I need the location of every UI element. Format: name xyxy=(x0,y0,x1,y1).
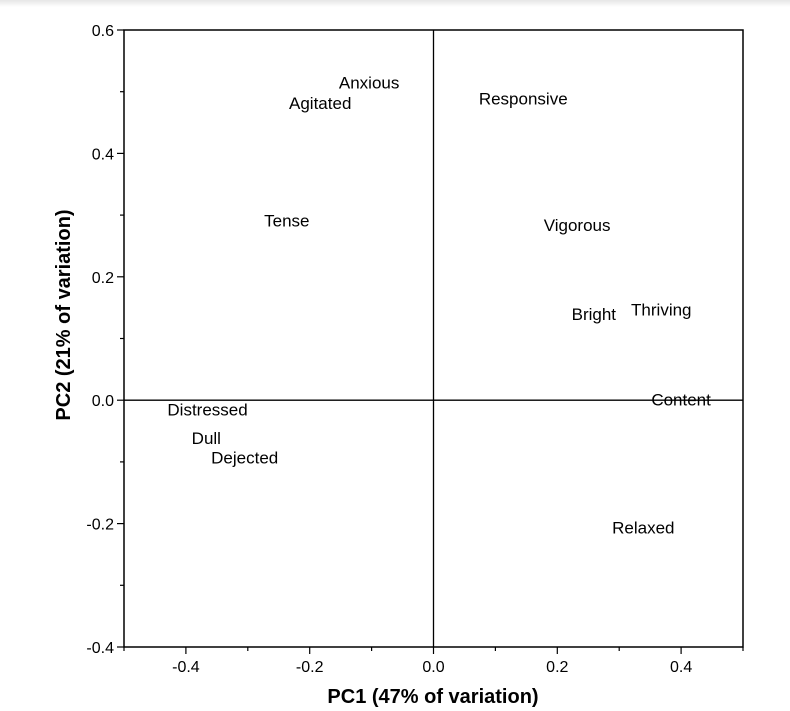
y-tick-label: 0.2 xyxy=(92,270,114,287)
y-tick-label: -0.2 xyxy=(86,517,114,534)
point-label-anxious: Anxious xyxy=(339,73,399,92)
point-label-bright: Bright xyxy=(572,305,617,324)
x-tick-label: 0.0 xyxy=(422,659,444,676)
point-label-vigorous: Vigorous xyxy=(544,216,611,235)
point-label-dejected: Dejected xyxy=(211,449,278,468)
x-tick-label: 0.4 xyxy=(670,659,692,676)
point-label-agitated: Agitated xyxy=(289,94,351,113)
point-label-dull: Dull xyxy=(192,429,221,448)
y-tick-label: -0.4 xyxy=(86,640,114,657)
point-label-thriving: Thriving xyxy=(631,301,691,320)
x-tick-label: -0.4 xyxy=(172,659,200,676)
top-shadow-bar xyxy=(0,0,790,7)
point-label-relaxed: Relaxed xyxy=(612,518,674,537)
x-tick-label: -0.2 xyxy=(296,659,324,676)
y-axis-title: PC2 (21% of variation) xyxy=(53,209,75,420)
x-axis-title: PC1 (47% of variation) xyxy=(327,686,538,708)
x-tick-label: 0.2 xyxy=(546,659,568,676)
point-label-content: Content xyxy=(651,391,711,410)
point-label-tense: Tense xyxy=(264,212,309,231)
y-tick-label: 0.0 xyxy=(92,393,114,410)
point-label-distressed: Distressed xyxy=(167,400,247,419)
point-label-responsive: Responsive xyxy=(479,89,568,108)
y-tick-label: 0.6 xyxy=(92,23,114,40)
y-tick-label: 0.4 xyxy=(92,146,114,163)
